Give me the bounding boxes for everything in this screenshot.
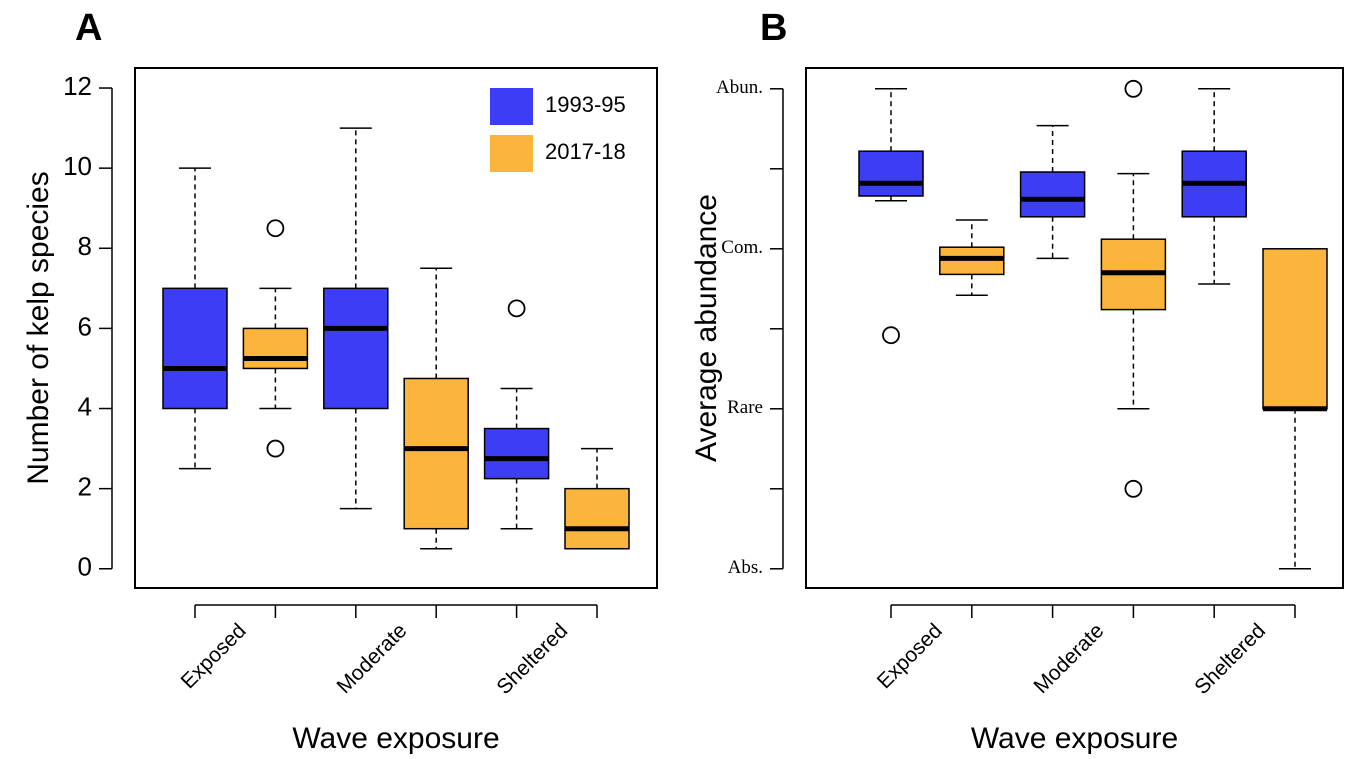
panel-label: B (760, 7, 787, 49)
outlier (266, 439, 285, 458)
x-tick-label: Moderate (332, 619, 411, 698)
box (162, 287, 228, 410)
legend-label: 1993-95 (545, 92, 626, 117)
panel-label: A (75, 7, 102, 49)
plot-frame (805, 67, 1344, 589)
x-tick-label: Exposed (177, 619, 251, 693)
box (483, 427, 550, 480)
box (403, 377, 469, 530)
box (564, 487, 630, 550)
x-axis-label: Wave exposure (292, 722, 499, 755)
x-tick-label: Sheltered (1190, 619, 1270, 699)
outlier (266, 219, 285, 238)
y-axis-label: Number of kelp species (22, 171, 55, 484)
y-tick-label: 6 (78, 311, 92, 341)
plot-frame (134, 67, 658, 589)
legend-swatch (490, 88, 533, 125)
box (1262, 248, 1328, 410)
outlier (507, 299, 526, 318)
x-tick-label: Exposed (873, 619, 947, 693)
box (242, 327, 309, 370)
outlier (1124, 79, 1143, 98)
y-tick-label: Abun. (716, 77, 763, 98)
outlier (882, 326, 900, 345)
legend-label: 2017-18 (545, 139, 626, 164)
y-tick-label: 10 (63, 151, 92, 181)
y-tick-label: 0 (78, 552, 92, 582)
y-tick-label: Rare (727, 397, 763, 418)
box (1019, 171, 1086, 218)
x-axis-label: Wave exposure (971, 722, 1178, 755)
y-tick-label: 12 (63, 71, 92, 101)
x-tick-label: Moderate (1029, 619, 1108, 698)
box (858, 150, 924, 197)
y-tick-label: 8 (78, 231, 92, 261)
y-tick-label: 2 (78, 472, 92, 502)
box (323, 287, 389, 410)
y-tick-label: Abs. (728, 557, 763, 578)
x-tick-label: Sheltered (492, 619, 572, 699)
y-tick-label: 4 (78, 391, 92, 421)
outlier (1124, 479, 1143, 498)
y-tick-label: Com. (721, 237, 763, 258)
legend-swatch (490, 135, 533, 172)
y-axis-label: Average abundance (690, 194, 723, 462)
